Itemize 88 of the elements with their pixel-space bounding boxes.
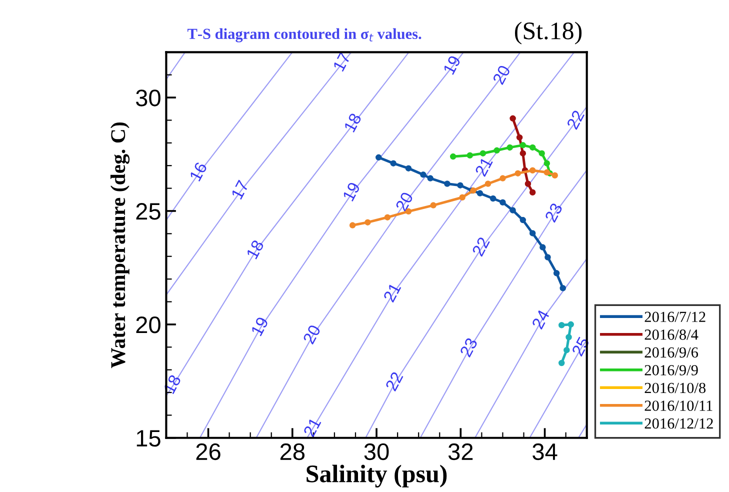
point (553, 270, 560, 276)
point (480, 150, 486, 156)
annotation: 22 (385, 371, 404, 392)
point (529, 230, 536, 236)
legend-label: 2016/9/6 (644, 347, 698, 358)
point (459, 194, 466, 200)
point (384, 214, 391, 220)
annotation: 18 (344, 112, 362, 133)
point (516, 134, 523, 141)
y-tick-label: 20 (136, 316, 160, 334)
point (552, 172, 558, 178)
point (544, 160, 550, 166)
point (558, 360, 565, 366)
x-tick-label: 26 (196, 443, 220, 460)
annotation: 16 (189, 161, 208, 182)
annotation: 18 (246, 239, 264, 260)
point (558, 322, 565, 328)
point (405, 165, 412, 172)
annotation: 21 (303, 416, 322, 438)
legend-label: 2016/10/8 (644, 382, 706, 394)
legend-label: 2016/10/11 (644, 400, 712, 411)
x-tick-label: 30 (364, 443, 389, 460)
annotation: 21 (382, 282, 402, 303)
annotation: 17 (332, 52, 351, 72)
point (457, 182, 464, 188)
annotation: 17 (231, 180, 249, 200)
point (566, 334, 572, 340)
point (430, 202, 436, 208)
x-axis-title: Salinity (psu) (306, 464, 447, 488)
annotation: 19 (250, 316, 269, 336)
point (444, 180, 450, 187)
point (529, 189, 536, 196)
point (490, 195, 496, 202)
point (564, 346, 570, 354)
point (364, 219, 371, 226)
annotation: 23 (544, 202, 563, 223)
point (520, 150, 526, 156)
point (520, 142, 526, 148)
point (500, 175, 506, 182)
point (427, 175, 434, 182)
legend-label: 2016/9/9 (644, 365, 698, 376)
x-tick-label: 28 (280, 443, 305, 460)
legend-label: 2016/12/12 (644, 418, 713, 429)
line-series (365, 106, 587, 438)
y-tick-label: 15 (136, 430, 160, 447)
point (506, 144, 513, 151)
point (540, 244, 546, 250)
point (376, 154, 382, 161)
annotation: 20 (492, 64, 511, 86)
point (544, 254, 551, 260)
point (524, 180, 532, 187)
annotation: 22 (566, 110, 585, 130)
point (484, 180, 492, 187)
annotation: 24 (531, 308, 550, 330)
point (510, 115, 516, 122)
point (529, 144, 536, 151)
point (466, 152, 474, 159)
point (520, 216, 526, 224)
point (568, 321, 574, 328)
annotation: 23 (459, 337, 478, 358)
annotation: 22 (472, 236, 490, 257)
point (560, 285, 566, 292)
point (510, 207, 516, 214)
point (500, 199, 506, 206)
x-tick-label: 34 (532, 443, 558, 460)
point (494, 147, 500, 154)
point (390, 160, 396, 166)
y-tick-label: 25 (136, 203, 160, 220)
annotation: 20 (395, 191, 414, 212)
annotation: 21 (474, 156, 493, 177)
legend-label: 2016/8/4 (644, 330, 698, 340)
point (529, 167, 536, 174)
annotation: 19 (342, 181, 360, 202)
annotation: 20 (302, 324, 322, 345)
point (420, 172, 426, 178)
y-tick-label: 30 (136, 90, 160, 106)
point (476, 190, 484, 196)
x-tick-label: 32 (448, 443, 473, 460)
y-axis-title: Water temperature (deg. C) (110, 122, 130, 368)
point (544, 169, 550, 176)
point (538, 150, 545, 156)
text: (St.18) (514, 22, 582, 44)
point (514, 170, 521, 176)
chart-title: T-S diagram contoured in σ$_{t}$ values. (187, 28, 422, 42)
annotation: 19 (442, 54, 462, 75)
legend-label: 2016/7/12 (644, 312, 706, 322)
point (450, 153, 456, 160)
point (349, 222, 356, 228)
